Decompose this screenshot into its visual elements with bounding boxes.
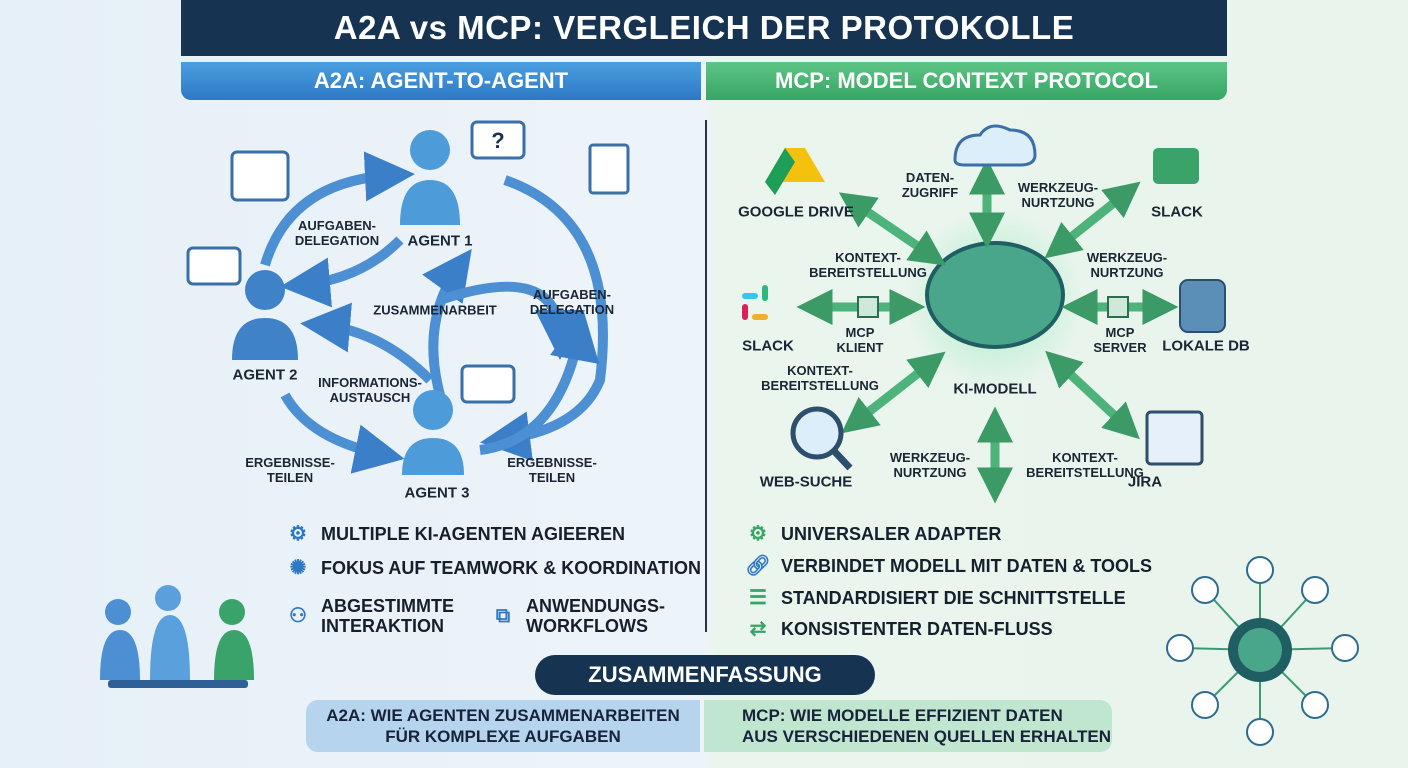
label-datenzugriff: DATEN- ZUGRIFF <box>901 170 959 200</box>
feature-text: MULTIPLE KI-AGENTEN AGIEEREN <box>321 524 626 544</box>
mcp-feature-4: ⇄ KONSISTENTER DATEN-FLUSS <box>745 616 1053 642</box>
label-ergebnisse-teilen-2: ERGEBNISSE- TEILEN <box>507 455 597 485</box>
mcp-feature-2: 🔗︎ VERBINDET MODELL MIT DATEN & TOOLS <box>745 553 1152 579</box>
label-kontextbereitstellung-2: KONTEXT- BEREITSTELLUNG <box>761 363 879 393</box>
agent-1-figure <box>400 130 460 225</box>
feature-text: STANDARDISIERT DIE SCHNITTSTELLE <box>781 588 1126 608</box>
label-kontextbereitstellung-3: KONTEXT- BEREITSTELLUNG <box>1026 450 1144 480</box>
mcp-server-chip-icon <box>1107 296 1129 318</box>
workflow-icon: ⧉ <box>495 605 511 627</box>
brain-icon <box>925 241 1065 349</box>
label-mcp-klient: MCP KLIENT <box>836 325 884 355</box>
feature-text: ABGESTIMMTE INTERAKTION <box>321 596 454 636</box>
label-werkzeugnutzung-2: WERKZEUG- NURTZUNG <box>1086 250 1168 280</box>
mcp-network-illustration <box>1166 556 1359 746</box>
page-title: A2A vs MCP: VERGLEICH DER PROTOKOLLE <box>181 0 1227 56</box>
summary-a2a: A2A: WIE AGENTEN ZUSAMMENARBEITEN FÜR KO… <box>306 700 700 752</box>
slack-chat-icon <box>1153 148 1199 184</box>
a2a-flow-arrows <box>260 151 608 474</box>
label-agent-2: AGENT 2 <box>232 366 298 384</box>
label-slack-top: SLACK <box>1151 203 1203 221</box>
label-werkzeugnutzung-1: WERKZEUG- NURTZUNG <box>1017 180 1099 210</box>
feature-text: UNIVERSALER ADAPTER <box>781 524 1002 544</box>
label-werkzeugnutzung-3: WERKZEUG- NURTZUNG <box>889 450 971 480</box>
search-icon <box>790 406 844 460</box>
calendar-icon <box>230 150 290 202</box>
a2a-header: A2A: AGENT-TO-AGENT <box>181 62 701 100</box>
exchange-arrows-icon: ⇄ <box>749 618 767 640</box>
label-lokale-db: LOKALE DB <box>1162 337 1250 355</box>
label-ergebnisse-teilen-1: ERGEBNISSE- TEILEN <box>245 455 335 485</box>
label-agent-1: AGENT 1 <box>407 232 473 250</box>
jira-board-icon <box>1145 410 1204 466</box>
a2a-feature-3: ⚇ ABGESTIMMTE INTERAKTION <box>285 596 454 636</box>
label-agent-3: AGENT 3 <box>404 484 470 502</box>
label-kontextbereitstellung-1: KONTEXT- BEREITSTELLUNG <box>809 250 927 280</box>
a2a-feature-1: ⚙ MULTIPLE KI-AGENTEN AGIEEREN <box>285 521 625 547</box>
mcp-header: MCP: MODEL CONTEXT PROTOCOL <box>706 62 1227 100</box>
mcp-feature-3: ☰ STANDARDISIERT DIE SCHNITTSTELLE <box>745 585 1126 611</box>
label-google-drive: GOOGLE DRIVE <box>738 203 854 221</box>
agent-3-figure <box>402 390 464 475</box>
feature-text: FOKUS AUF TEAMWORK & KOORDINATION <box>321 558 701 578</box>
cloud-icon <box>953 124 1037 167</box>
label-informations-austausch: INFORMATIONS- AUSTAUSCH <box>318 375 422 405</box>
people-interaction-icon: ⚇ <box>289 605 307 627</box>
database-icon <box>1179 279 1226 333</box>
summary-title: ZUSAMMENFASSUNG <box>535 655 875 695</box>
label-zusammenarbeit: ZUSAMMENARBEIT <box>373 302 497 318</box>
label-mcp-server: MCP SERVER <box>1093 325 1147 355</box>
feature-text: ANWENDUNGS- WORKFLOWS <box>526 596 665 636</box>
a2a-feature-4: ⧉ ANWENDUNGS- WORKFLOWS <box>490 596 665 636</box>
slack-logo-icon <box>742 285 768 320</box>
question-bubble-icon <box>470 120 526 160</box>
gear-icon: ⚙ <box>289 523 307 545</box>
label-web-suche: WEB-SUCHE <box>759 473 853 491</box>
mcp-client-chip-icon <box>857 296 879 318</box>
interface-icon: ☰ <box>749 587 767 609</box>
mcp-feature-1: ⚙ UNIVERSALER ADAPTER <box>745 521 1001 547</box>
feature-text: KONSISTENTER DATEN-FLUSS <box>781 619 1053 639</box>
label-aufgaben-delegation-1: AUFGABEN- DELEGATION <box>294 218 380 248</box>
chat-bubble-icon <box>186 246 242 286</box>
svg-text:?: ? <box>491 128 504 153</box>
link-icon: 🔗︎ <box>745 555 771 577</box>
a2a-feature-2: ✺ FOKUS AUF TEAMWORK & KOORDINATION <box>285 555 701 581</box>
label-ki-modell: KI-MODELL <box>953 380 1037 398</box>
agent-2-figure <box>232 270 298 360</box>
label-aufgaben-delegation-2: AUFGABEN- DELEGATION <box>529 287 615 317</box>
label-slack-left: SLACK <box>742 337 794 355</box>
network-hub-icon: ✺ <box>289 557 307 579</box>
section-divider <box>705 120 707 632</box>
label-jira: JIRA <box>1127 473 1163 491</box>
gear-icon: ⚙ <box>749 523 767 545</box>
summary-mcp: MCP: WIE MODELLE EFFIZIENT DATEN AUS VER… <box>704 700 1112 752</box>
message-icon <box>460 364 516 404</box>
feature-text: VERBINDET MODELL MIT DATEN & TOOLS <box>781 556 1153 576</box>
document-icon <box>588 143 630 195</box>
team-meeting-illustration <box>100 585 254 688</box>
